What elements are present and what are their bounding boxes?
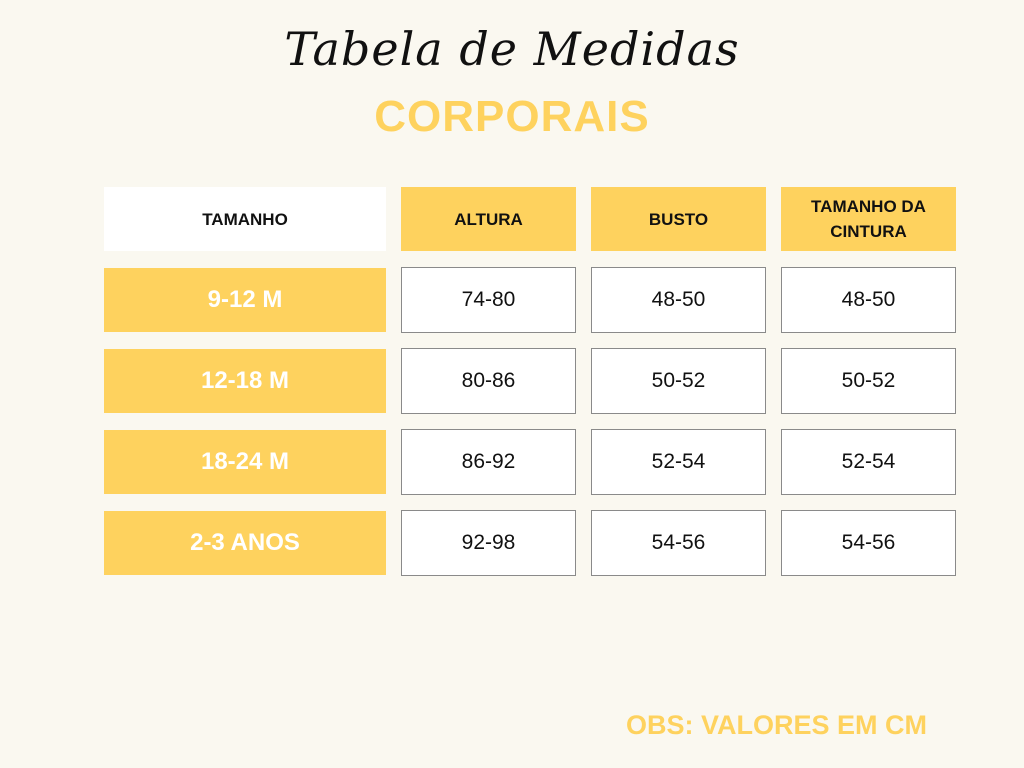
- page-title-script: Tabela de Medidas: [284, 22, 740, 76]
- cintura-cell: 52-54: [781, 429, 956, 495]
- busto-cell: 48-50: [591, 267, 766, 333]
- header-cintura: TAMANHO DA CINTURA: [781, 187, 956, 251]
- altura-cell: 92-98: [401, 510, 576, 576]
- altura-cell: 80-86: [401, 348, 576, 414]
- header-altura: ALTURA: [401, 187, 576, 251]
- size-cell: 2-3 ANOS: [104, 511, 386, 575]
- busto-cell: 50-52: [591, 348, 766, 414]
- busto-cell: 52-54: [591, 429, 766, 495]
- altura-cell: 74-80: [401, 267, 576, 333]
- size-cell: 12-18 M: [104, 349, 386, 413]
- header-busto: BUSTO: [591, 187, 766, 251]
- size-cell: 9-12 M: [104, 268, 386, 332]
- header-tamanho: TAMANHO: [104, 187, 386, 251]
- cintura-cell: 54-56: [781, 510, 956, 576]
- busto-cell: 54-56: [591, 510, 766, 576]
- altura-cell: 86-92: [401, 429, 576, 495]
- header-cintura-label: TAMANHO DA CINTURA: [811, 197, 926, 241]
- size-cell: 18-24 M: [104, 430, 386, 494]
- cintura-cell: 50-52: [781, 348, 956, 414]
- cintura-cell: 48-50: [781, 267, 956, 333]
- page-title: CORPORAIS: [374, 92, 650, 141]
- footnote: OBS: VALORES EM CM: [626, 710, 928, 740]
